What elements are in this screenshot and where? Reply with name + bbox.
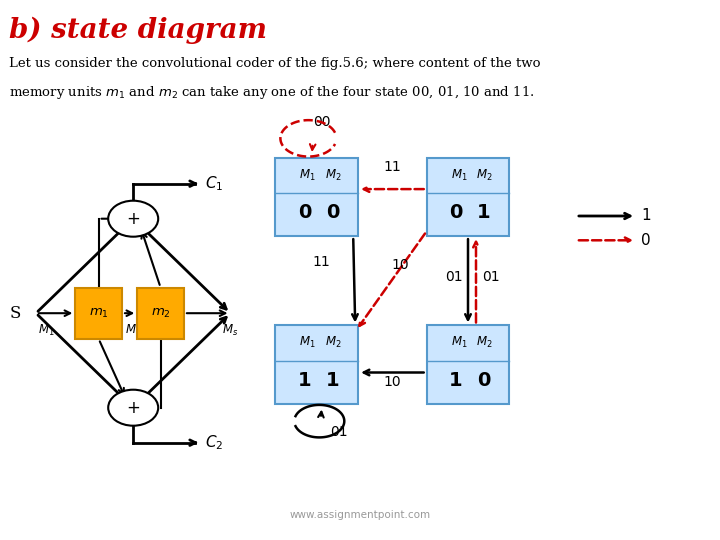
Text: $M_2$: $M_2$ <box>325 335 341 350</box>
Text: $M_s$: $M_s$ <box>222 323 238 338</box>
Text: $M_2$: $M_2$ <box>476 167 492 183</box>
Text: memory units $m_1$ and $m_2$ can take any one of the four state 00, 01, 10 and 1: memory units $m_1$ and $m_2$ can take an… <box>9 84 535 100</box>
Text: $M_1$: $M_1$ <box>300 167 316 183</box>
Text: 1: 1 <box>477 203 491 222</box>
Text: $C_2$: $C_2$ <box>205 433 223 452</box>
Text: Let us consider the convolutional coder of the fig.5.6; where content of the two: Let us consider the convolutional coder … <box>9 57 541 70</box>
Text: 0: 0 <box>326 203 340 222</box>
Text: 1: 1 <box>449 370 463 390</box>
Ellipse shape <box>108 201 158 237</box>
Text: $M_1$: $M_1$ <box>300 335 316 350</box>
Text: $M_2$: $M_2$ <box>476 335 492 350</box>
Text: $m_1$: $m_1$ <box>89 307 109 320</box>
Text: $m_2$: $m_2$ <box>150 307 171 320</box>
Text: S: S <box>9 305 21 322</box>
Text: 01: 01 <box>482 270 500 284</box>
Text: 0: 0 <box>449 203 463 222</box>
Text: 0: 0 <box>298 203 312 222</box>
Text: +: + <box>126 399 140 417</box>
Text: $M_1$: $M_1$ <box>451 335 467 350</box>
Text: 0: 0 <box>641 233 651 248</box>
Text: $C_1$: $C_1$ <box>205 174 224 193</box>
Ellipse shape <box>108 390 158 426</box>
Text: $M_2$: $M_2$ <box>325 167 341 183</box>
Text: 1: 1 <box>326 370 340 390</box>
Text: 0: 0 <box>477 370 491 390</box>
Text: 11: 11 <box>384 160 401 174</box>
Text: 11: 11 <box>313 255 330 269</box>
FancyBboxPatch shape <box>138 287 184 339</box>
Text: b) state diagram: b) state diagram <box>9 16 267 44</box>
FancyBboxPatch shape <box>275 325 359 403</box>
Text: 00: 00 <box>313 115 330 129</box>
Text: $M_1$: $M_1$ <box>451 167 467 183</box>
Text: $M_1$: $M_1$ <box>38 323 55 338</box>
Text: 10: 10 <box>384 375 401 389</box>
Text: +: + <box>126 210 140 228</box>
Text: 10: 10 <box>392 258 409 272</box>
Text: 1: 1 <box>641 208 651 224</box>
Text: www.assignmentpoint.com: www.assignmentpoint.com <box>289 510 431 521</box>
Text: 01: 01 <box>445 270 463 284</box>
FancyBboxPatch shape <box>427 325 510 403</box>
Text: 1: 1 <box>298 370 312 390</box>
FancyBboxPatch shape <box>427 158 510 237</box>
Text: $M_2$: $M_2$ <box>125 323 142 338</box>
FancyBboxPatch shape <box>76 287 122 339</box>
FancyBboxPatch shape <box>275 158 359 237</box>
Text: 01: 01 <box>330 424 348 438</box>
